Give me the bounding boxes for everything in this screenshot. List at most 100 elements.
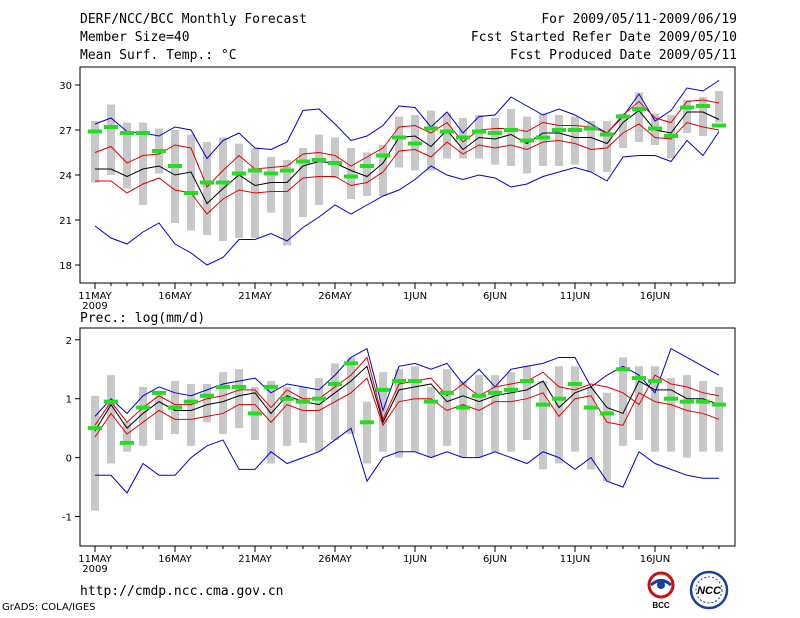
temp-obs-mark [280, 168, 294, 173]
precip-ensemble-bar [123, 422, 131, 452]
precip-xtick-label: 16JUN [640, 554, 670, 565]
precip-obs-mark [376, 387, 390, 392]
precip-ensemble-bar [507, 372, 515, 452]
temp-xtick-label: 1JUN [403, 291, 427, 302]
precip-ensemble-bar [363, 401, 371, 464]
precip-obs-mark [104, 399, 118, 404]
temp-ytick-label: 24 [59, 171, 72, 182]
precip-obs-mark [392, 379, 406, 384]
temp-lower-line [95, 121, 720, 215]
temp-obs-mark [264, 171, 278, 176]
precip-panel-title: Prec.: log(mm/d) [80, 311, 206, 326]
precip-obs-mark [504, 387, 518, 392]
precip-obs-mark [440, 390, 454, 395]
precip-frame [79, 327, 736, 547]
temp-obs-mark [504, 128, 518, 132]
temp-obs-mark [392, 135, 406, 140]
precip-obs-mark [216, 384, 230, 389]
precip-ensemble-bar [683, 375, 691, 458]
temp-obs-mark [584, 126, 598, 131]
temp-obs-mark [248, 168, 262, 173]
precip-ytick-label: 1 [66, 395, 72, 406]
temp-ytick-label: 21 [59, 216, 72, 227]
temp-min-line [94, 131, 720, 266]
precip-lower-line [94, 377, 720, 438]
precip-obs-mark [472, 393, 486, 398]
temp-ensemble-bar [523, 116, 531, 174]
precip-obs-mark [424, 399, 438, 404]
temp-ensemble-bar [379, 145, 387, 196]
precip-ensemble-bar [443, 369, 451, 446]
temp-obs-mark [168, 164, 182, 168]
precip-ensemble-bar [155, 392, 163, 440]
precip-ensemble-bar [411, 366, 419, 452]
precip-obs-mark [536, 402, 550, 407]
precip-ensemble-bar [379, 372, 387, 452]
temp-obs-mark [632, 107, 646, 111]
temp-ensemble-bar [299, 148, 307, 217]
precip-ensemble-bar [699, 381, 707, 452]
precip-ensemble-bar [139, 386, 147, 446]
precip-ensemble-bar [203, 383, 211, 423]
temp-obs-mark [200, 180, 214, 185]
precip-ensemble-bar [587, 386, 595, 470]
precip-upper-line [94, 356, 720, 426]
temp-ensemble-bar [443, 113, 451, 159]
temp-ensemble-bar [619, 113, 627, 148]
precip-max-line [94, 347, 720, 417]
temp-obs-mark [360, 164, 374, 168]
temp-obs-mark [344, 174, 358, 179]
precip-obs-mark [88, 426, 102, 431]
temp-obs-mark [232, 171, 246, 176]
precip-obs-mark [648, 379, 662, 384]
precip-obs-mark [600, 411, 614, 416]
precip-obs-mark [664, 396, 678, 401]
precip-obs-mark [488, 390, 502, 395]
temp-obs-mark [408, 141, 422, 146]
temp-obs-mark [552, 128, 566, 132]
temp-obs-mark [568, 128, 582, 132]
temp-ensemble-bar [203, 142, 211, 235]
source-url[interactable]: http://cmdp.ncc.cma.gov.cn [80, 584, 284, 599]
produced-date: Fcst Produced Date 2009/05/11 [510, 48, 737, 63]
precip-obs-mark [296, 399, 310, 404]
precip-ensemble-bar [555, 366, 563, 464]
temp-obs-mark [680, 105, 694, 110]
temp-obs-mark [488, 131, 502, 135]
precip-mean-line [94, 365, 720, 432]
temp-obs-mark [424, 126, 438, 131]
precip-ensemble-bar [107, 375, 115, 464]
temp-obs-mark [616, 114, 630, 119]
precip-obs-mark [232, 384, 246, 389]
temp-mean-line [95, 109, 720, 205]
precip-ensemble-bar [603, 392, 611, 482]
temp-ensemble-bar [171, 130, 179, 223]
temp-ytick-label: 27 [59, 126, 72, 137]
chart-title: DERF/NCC/BCC Monthly Forecast [80, 12, 307, 27]
temp-xtick-label: 16MAY [158, 291, 192, 302]
precip-obs-mark [568, 381, 582, 386]
precip-ensemble-bar [667, 378, 675, 452]
temp-ensemble-bar [235, 143, 243, 238]
bcc-logo-text: BCC [652, 601, 670, 610]
precip-xtick-label: 11JUN [560, 554, 590, 565]
precip-xtick-label: 11MAY [78, 554, 112, 565]
temp-obs-mark [536, 135, 550, 140]
bcc-logo: BCC [640, 568, 682, 610]
precip-ensemble-bar [299, 386, 307, 443]
precip-obs-mark [456, 405, 470, 410]
precip-obs-mark [552, 396, 566, 401]
precip-xtick-label: 6JUN [483, 554, 507, 565]
temp-xtick-label: 21MAY [238, 291, 272, 302]
temp-obs-mark [440, 129, 454, 134]
precip-xtick-label: 21MAY [238, 554, 272, 565]
temp-ensemble-bar [123, 122, 131, 189]
precip-ensemble-bar [619, 357, 627, 446]
temp-obs-mark [328, 161, 342, 165]
precip-ensemble-bar [427, 386, 435, 458]
precip-obs-mark [584, 405, 598, 410]
temp-ytick-label: 18 [59, 261, 72, 272]
temp-obs-mark [152, 149, 166, 153]
temp-ensemble-bar [603, 121, 611, 172]
